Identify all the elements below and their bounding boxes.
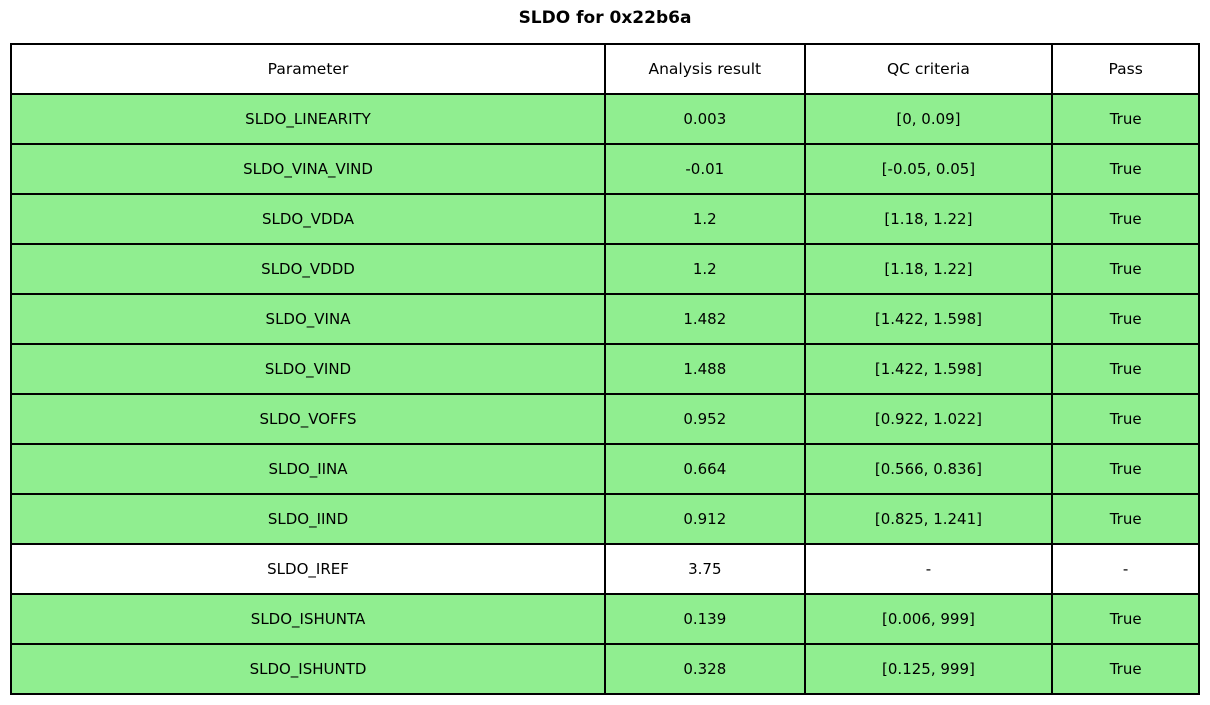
table-row: SLDO_IIND 0.912 [0.825, 1.241] True [9, 493, 1200, 545]
analysis-result-cell: 1.488 [604, 343, 806, 395]
analysis-result-cell: 3.75 [604, 543, 806, 595]
analysis-result-cell: 0.139 [604, 593, 806, 645]
qc-criteria-cell: [0.922, 1.022] [803, 393, 1054, 445]
pass-cell: True [1051, 443, 1200, 495]
parameter-cell: SLDO_VOFFS [9, 393, 607, 445]
pass-cell: True [1051, 593, 1200, 645]
table-row: SLDO_ISHUNTA 0.139 [0.006, 999] True [9, 593, 1200, 645]
parameter-cell: SLDO_VINA_VIND [9, 143, 607, 195]
parameter-cell: SLDO_IINA [9, 443, 607, 495]
parameter-cell: SLDO_ISHUNTA [9, 593, 607, 645]
pass-cell: True [1051, 93, 1200, 145]
table-row: SLDO_IREF 3.75- - [9, 543, 1200, 595]
column-header-analysis-result: Analysis result [604, 43, 806, 95]
qc-criteria-cell: [0.825, 1.241] [803, 493, 1054, 545]
table-row: SLDO_VINA 1.482 [1.422, 1.598] True [9, 293, 1200, 345]
analysis-result-cell: 1.2 [604, 243, 806, 295]
pass-cell: True [1051, 193, 1200, 245]
analysis-result-cell: 1.482 [604, 293, 806, 345]
analysis-result-cell: 0.328 [604, 643, 806, 695]
qc-criteria-cell: [1.422, 1.598] [803, 293, 1054, 345]
qc-criteria-cell: [0.566, 0.836] [803, 443, 1054, 495]
pass-cell: True [1051, 393, 1200, 445]
analysis-result-cell: 0.952 [604, 393, 806, 445]
table-row: SLDO_VDDA 1.2 [1.18, 1.22] True [9, 193, 1200, 245]
column-header-pass: Pass [1051, 43, 1200, 95]
analysis-result-cell: 0.003 [604, 93, 806, 145]
pass-cell: True [1051, 343, 1200, 395]
table-row: SLDO_VIND 1.488 [1.422, 1.598] True [9, 343, 1200, 395]
parameter-cell: SLDO_VIND [9, 343, 607, 395]
parameter-cell: SLDO_IREF [9, 543, 607, 595]
qc-criteria-cell: [0.125, 999] [803, 643, 1054, 695]
column-header-qc-criteria: QC criteria [803, 43, 1054, 95]
pass-cell: - [1051, 543, 1200, 595]
qc-criteria-cell: [1.18, 1.22] [803, 193, 1054, 245]
qc-criteria-cell: [0, 0.09] [803, 93, 1054, 145]
table-row: SLDO_VDDD 1.2 [1.18, 1.22] True [9, 243, 1200, 295]
parameter-cell: SLDO_LINEARITY [9, 93, 607, 145]
parameter-cell: SLDO_VDDA [9, 193, 607, 245]
parameter-cell: SLDO_VINA [9, 293, 607, 345]
parameter-cell: SLDO_ISHUNTD [9, 643, 607, 695]
figure-title: SLDO for 0x22b6a [518, 8, 692, 28]
qc-criteria-cell: - [803, 543, 1054, 595]
table-row: SLDO_VOFFS 0.952 [0.922, 1.022] True [9, 393, 1200, 445]
pass-cell: True [1051, 243, 1200, 295]
parameter-cell: SLDO_VDDD [9, 243, 607, 295]
qc-criteria-cell: [1.422, 1.598] [803, 343, 1054, 395]
analysis-result-cell: 1.2 [604, 193, 806, 245]
pass-cell: True [1051, 643, 1200, 695]
pass-cell: True [1051, 293, 1200, 345]
pass-cell: True [1051, 143, 1200, 195]
column-header-parameter: Parameter [9, 43, 607, 95]
table-row: SLDO_ISHUNTD 0.328 [0.125, 999] True [9, 643, 1200, 695]
parameter-cell: SLDO_IIND [9, 493, 607, 545]
qc-criteria-cell: [-0.05, 0.05] [803, 143, 1054, 195]
analysis-result-cell: 0.912 [604, 493, 806, 545]
pass-cell: True [1051, 493, 1200, 545]
table-row: SLDO_LINEARITY 0.003 [0, 0.09] True [9, 93, 1200, 145]
analysis-result-cell: -0.01 [604, 143, 806, 195]
table-row: SLDO_IINA 0.664 [0.566, 0.836] True [9, 443, 1200, 495]
qc-results-table: Parameter Analysis result QC criteria Pass … [9, 43, 1200, 695]
qc-criteria-cell: [1.18, 1.22] [803, 243, 1054, 295]
table-header-row: Parameter Analysis result QC criteria Pass [9, 43, 1200, 95]
analysis-result-cell: 0.664 [604, 443, 806, 495]
qc-criteria-cell: [0.006, 999] [803, 593, 1054, 645]
table-row: SLDO_VINA_VIND -0.01 [-0.05, 0.05] True [9, 143, 1200, 195]
